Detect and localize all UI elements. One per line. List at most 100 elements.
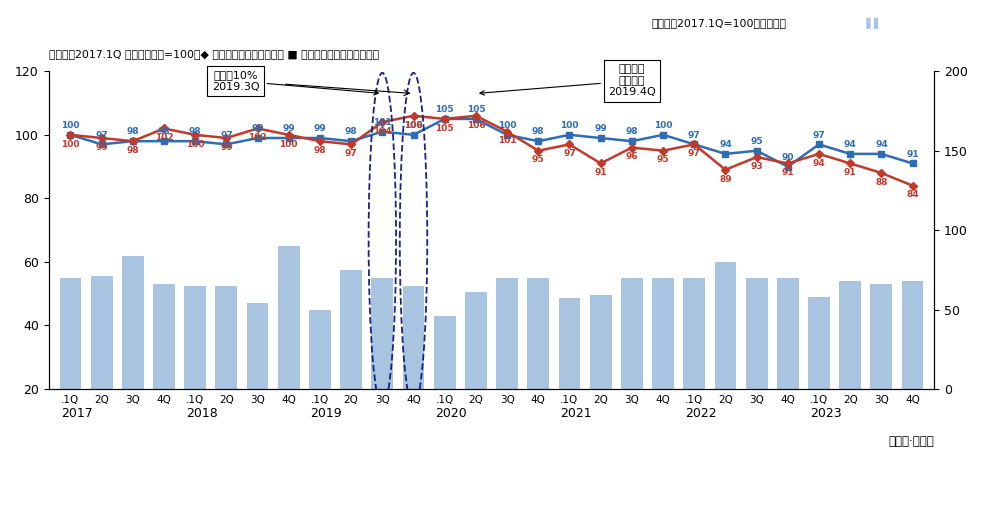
Text: 新冠疫情
爆发宣言
2019.4Q: 新冠疫情 爆发宣言 2019.4Q [480, 64, 656, 97]
Text: 102: 102 [154, 133, 173, 142]
Bar [746, 278, 768, 389]
Text: 4Q: 4Q [531, 395, 546, 405]
Bar [652, 278, 674, 389]
Text: 94: 94 [719, 140, 731, 149]
Bar [403, 286, 425, 389]
Text: 101: 101 [497, 136, 516, 145]
Text: 97: 97 [688, 149, 701, 158]
Bar [372, 278, 393, 389]
Bar [527, 278, 549, 389]
Text: 2017: 2017 [61, 406, 92, 419]
Text: 105: 105 [435, 124, 454, 133]
Text: 4Q: 4Q [406, 395, 421, 405]
Text: 2022: 2022 [685, 406, 717, 419]
Text: 3Q: 3Q [250, 395, 265, 405]
Text: 89: 89 [720, 175, 731, 184]
Text: 98: 98 [127, 146, 140, 155]
Text: 2Q: 2Q [219, 395, 234, 405]
Text: 4Q: 4Q [781, 395, 795, 405]
Text: 98: 98 [625, 127, 638, 136]
Text: 2Q: 2Q [593, 395, 608, 405]
Text: 2021: 2021 [560, 406, 592, 419]
Text: 95: 95 [750, 137, 763, 146]
Text: 100: 100 [654, 121, 672, 130]
Text: 96: 96 [625, 152, 638, 161]
Text: 消費税10%
2019.3Q: 消費税10% 2019.3Q [212, 70, 378, 95]
Text: 100: 100 [560, 121, 579, 130]
Bar [496, 278, 518, 389]
Text: 100: 100 [61, 121, 80, 130]
Text: 4Q: 4Q [281, 395, 296, 405]
Text: 102: 102 [249, 133, 267, 142]
Bar [247, 303, 268, 389]
Bar [558, 298, 580, 389]
Text: 3Q: 3Q [375, 395, 390, 405]
Text: 99: 99 [95, 143, 108, 152]
Text: 105: 105 [467, 105, 486, 114]
Text: 100: 100 [279, 140, 298, 149]
Text: 3Q: 3Q [499, 395, 514, 405]
Text: 91: 91 [781, 168, 794, 177]
Text: 98: 98 [345, 127, 358, 136]
Text: .1Q: .1Q [311, 395, 329, 405]
Text: 2020: 2020 [435, 406, 467, 419]
Text: 88: 88 [875, 178, 888, 187]
Text: 2Q: 2Q [842, 395, 857, 405]
Text: 2Q: 2Q [344, 395, 359, 405]
Text: 84: 84 [906, 190, 919, 199]
Bar [839, 281, 861, 389]
Text: 99: 99 [595, 124, 607, 133]
Bar [309, 309, 331, 389]
Text: 2Q: 2Q [94, 395, 109, 405]
Text: 101: 101 [373, 118, 391, 127]
Text: （指数：2017.1Q 销售投资报酬=100　◆ 平均成交表面投资报酬率 ■ 平均销售表面投资报酬率）: （指数：2017.1Q 销售投资报酬=100 ◆ 平均成交表面投资报酬率 ■ 平… [48, 49, 378, 59]
Text: 98: 98 [189, 127, 202, 136]
Bar [683, 278, 705, 389]
Text: 106: 106 [404, 121, 423, 130]
Text: 3Q: 3Q [624, 395, 639, 405]
Text: .1Q: .1Q [810, 395, 828, 405]
Text: 3Q: 3Q [874, 395, 889, 405]
Text: 105: 105 [435, 105, 454, 114]
Text: （年度·季度）: （年度·季度） [889, 435, 935, 448]
Text: 2Q: 2Q [718, 395, 733, 405]
Text: 2018: 2018 [186, 406, 217, 419]
Text: 100: 100 [404, 121, 423, 130]
Bar [184, 286, 206, 389]
Text: 94: 94 [875, 140, 888, 149]
Text: ▐▐: ▐▐ [862, 17, 879, 29]
Text: 4Q: 4Q [156, 395, 171, 405]
Bar [215, 286, 237, 389]
Text: 97: 97 [220, 131, 233, 140]
Text: 95: 95 [657, 156, 669, 165]
Text: .1Q: .1Q [685, 395, 704, 405]
Text: 97: 97 [813, 131, 826, 140]
Text: 91: 91 [595, 168, 607, 177]
Text: 4Q: 4Q [656, 395, 670, 405]
Bar [777, 278, 799, 389]
Text: 95: 95 [532, 156, 545, 165]
Bar [621, 278, 643, 389]
Text: 94: 94 [843, 140, 856, 149]
Text: 100: 100 [61, 140, 80, 149]
Text: 100: 100 [497, 121, 516, 130]
Text: .1Q: .1Q [61, 395, 80, 405]
Bar [278, 246, 300, 389]
Text: 97: 97 [345, 149, 358, 158]
Text: （指数：2017.1Q=100　成交量）: （指数：2017.1Q=100 成交量） [652, 19, 786, 29]
Text: 99: 99 [314, 124, 326, 133]
Bar [871, 284, 893, 389]
Bar [901, 281, 923, 389]
Text: 106: 106 [467, 121, 486, 130]
Bar [60, 278, 82, 389]
Text: 99: 99 [282, 124, 295, 133]
Text: .1Q: .1Q [560, 395, 579, 405]
Text: 98: 98 [157, 127, 170, 136]
Text: 91: 91 [906, 150, 919, 159]
Text: 97: 97 [95, 131, 108, 140]
Text: 2Q: 2Q [469, 395, 484, 405]
Text: 94: 94 [813, 159, 826, 168]
Bar [153, 284, 175, 389]
Text: 91: 91 [843, 168, 856, 177]
Text: 4Q: 4Q [905, 395, 920, 405]
